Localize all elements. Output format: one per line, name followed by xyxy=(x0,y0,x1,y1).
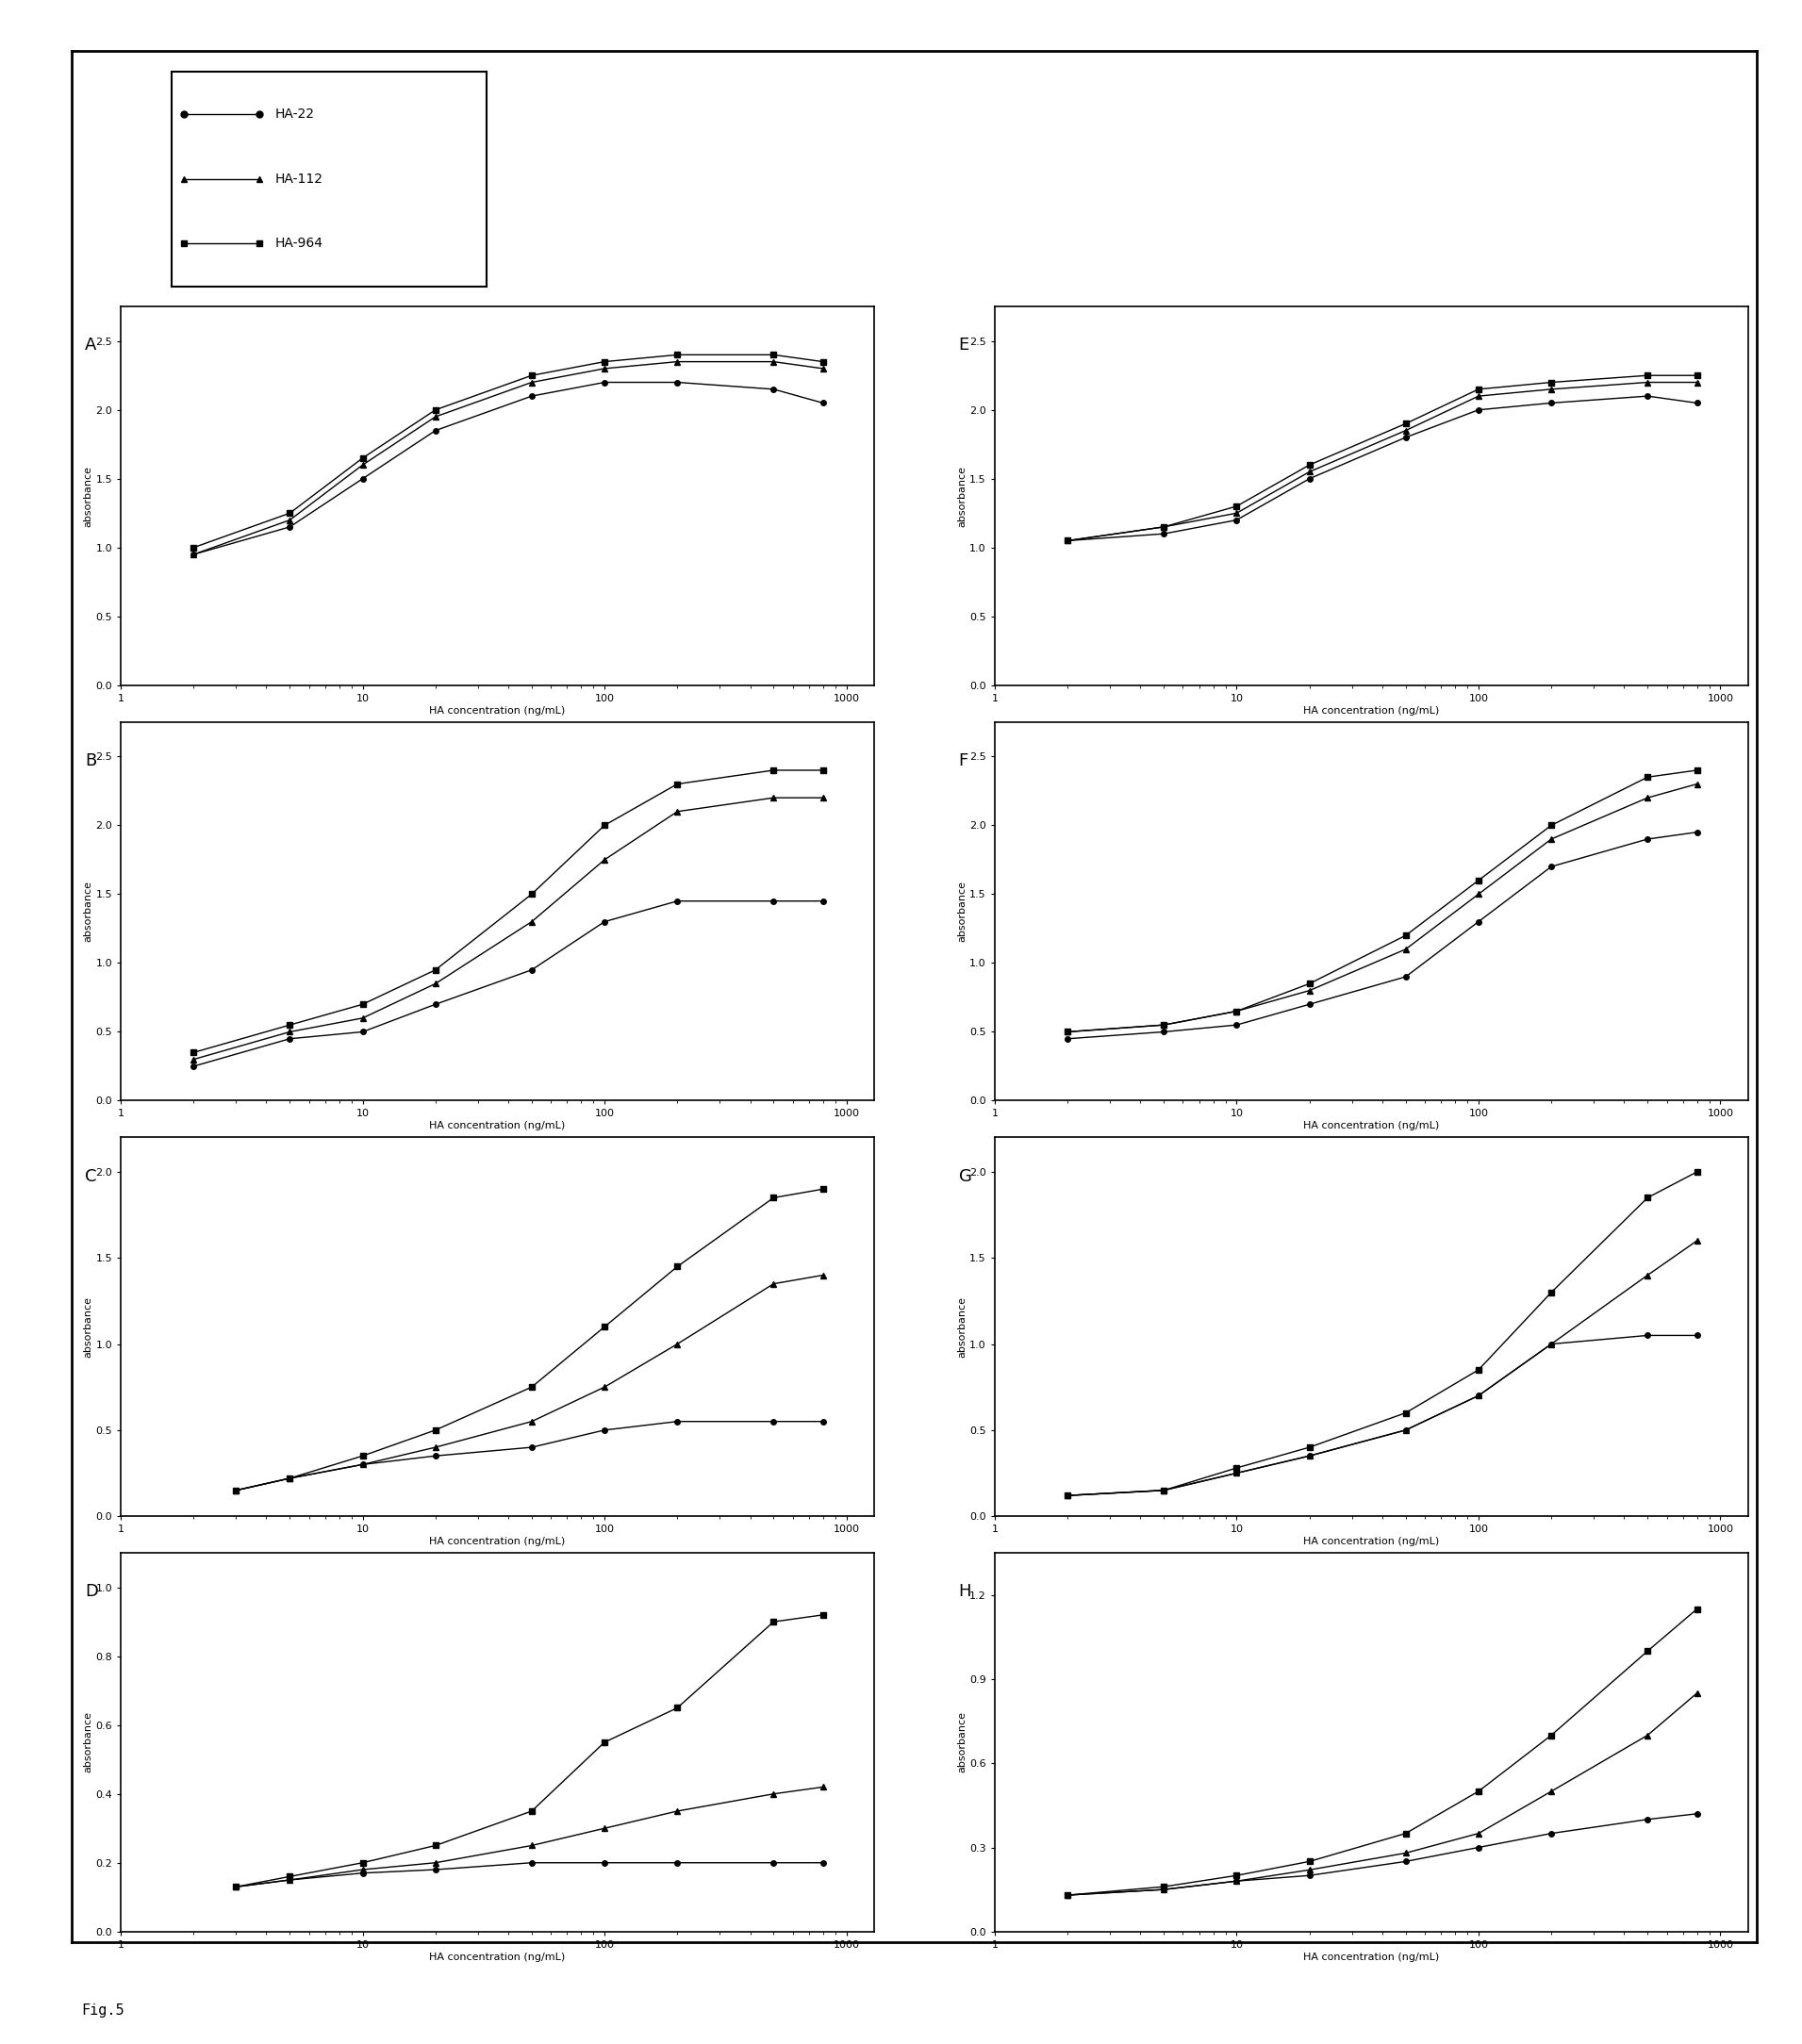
X-axis label: HA concentration (ng/mL): HA concentration (ng/mL) xyxy=(429,705,566,715)
Y-axis label: absorbance: absorbance xyxy=(83,1296,94,1357)
Text: D: D xyxy=(85,1584,97,1600)
Text: HA-22: HA-22 xyxy=(276,108,315,121)
Y-axis label: absorbance: absorbance xyxy=(957,1296,968,1357)
Text: A: A xyxy=(85,337,96,354)
Text: HA-112: HA-112 xyxy=(276,172,323,186)
X-axis label: HA concentration (ng/mL): HA concentration (ng/mL) xyxy=(429,1952,566,1962)
Y-axis label: absorbance: absorbance xyxy=(83,466,94,527)
X-axis label: HA concentration (ng/mL): HA concentration (ng/mL) xyxy=(429,1122,566,1130)
Y-axis label: absorbance: absorbance xyxy=(957,1711,968,1772)
X-axis label: HA concentration (ng/mL): HA concentration (ng/mL) xyxy=(1303,1122,1440,1130)
Y-axis label: absorbance: absorbance xyxy=(83,1711,94,1772)
X-axis label: HA concentration (ng/mL): HA concentration (ng/mL) xyxy=(1303,1537,1440,1545)
Text: H: H xyxy=(959,1584,971,1600)
Y-axis label: absorbance: absorbance xyxy=(957,881,968,942)
Text: HA-964: HA-964 xyxy=(276,237,323,249)
Y-axis label: absorbance: absorbance xyxy=(83,881,94,942)
X-axis label: HA concentration (ng/mL): HA concentration (ng/mL) xyxy=(1303,1952,1440,1962)
Y-axis label: absorbance: absorbance xyxy=(957,466,968,527)
Text: Fig.5: Fig.5 xyxy=(81,2003,124,2017)
X-axis label: HA concentration (ng/mL): HA concentration (ng/mL) xyxy=(429,1537,566,1545)
Text: E: E xyxy=(959,337,969,354)
Text: C: C xyxy=(85,1167,97,1186)
Text: B: B xyxy=(85,752,96,769)
Text: F: F xyxy=(959,752,968,769)
X-axis label: HA concentration (ng/mL): HA concentration (ng/mL) xyxy=(1303,705,1440,715)
Text: G: G xyxy=(959,1167,971,1186)
